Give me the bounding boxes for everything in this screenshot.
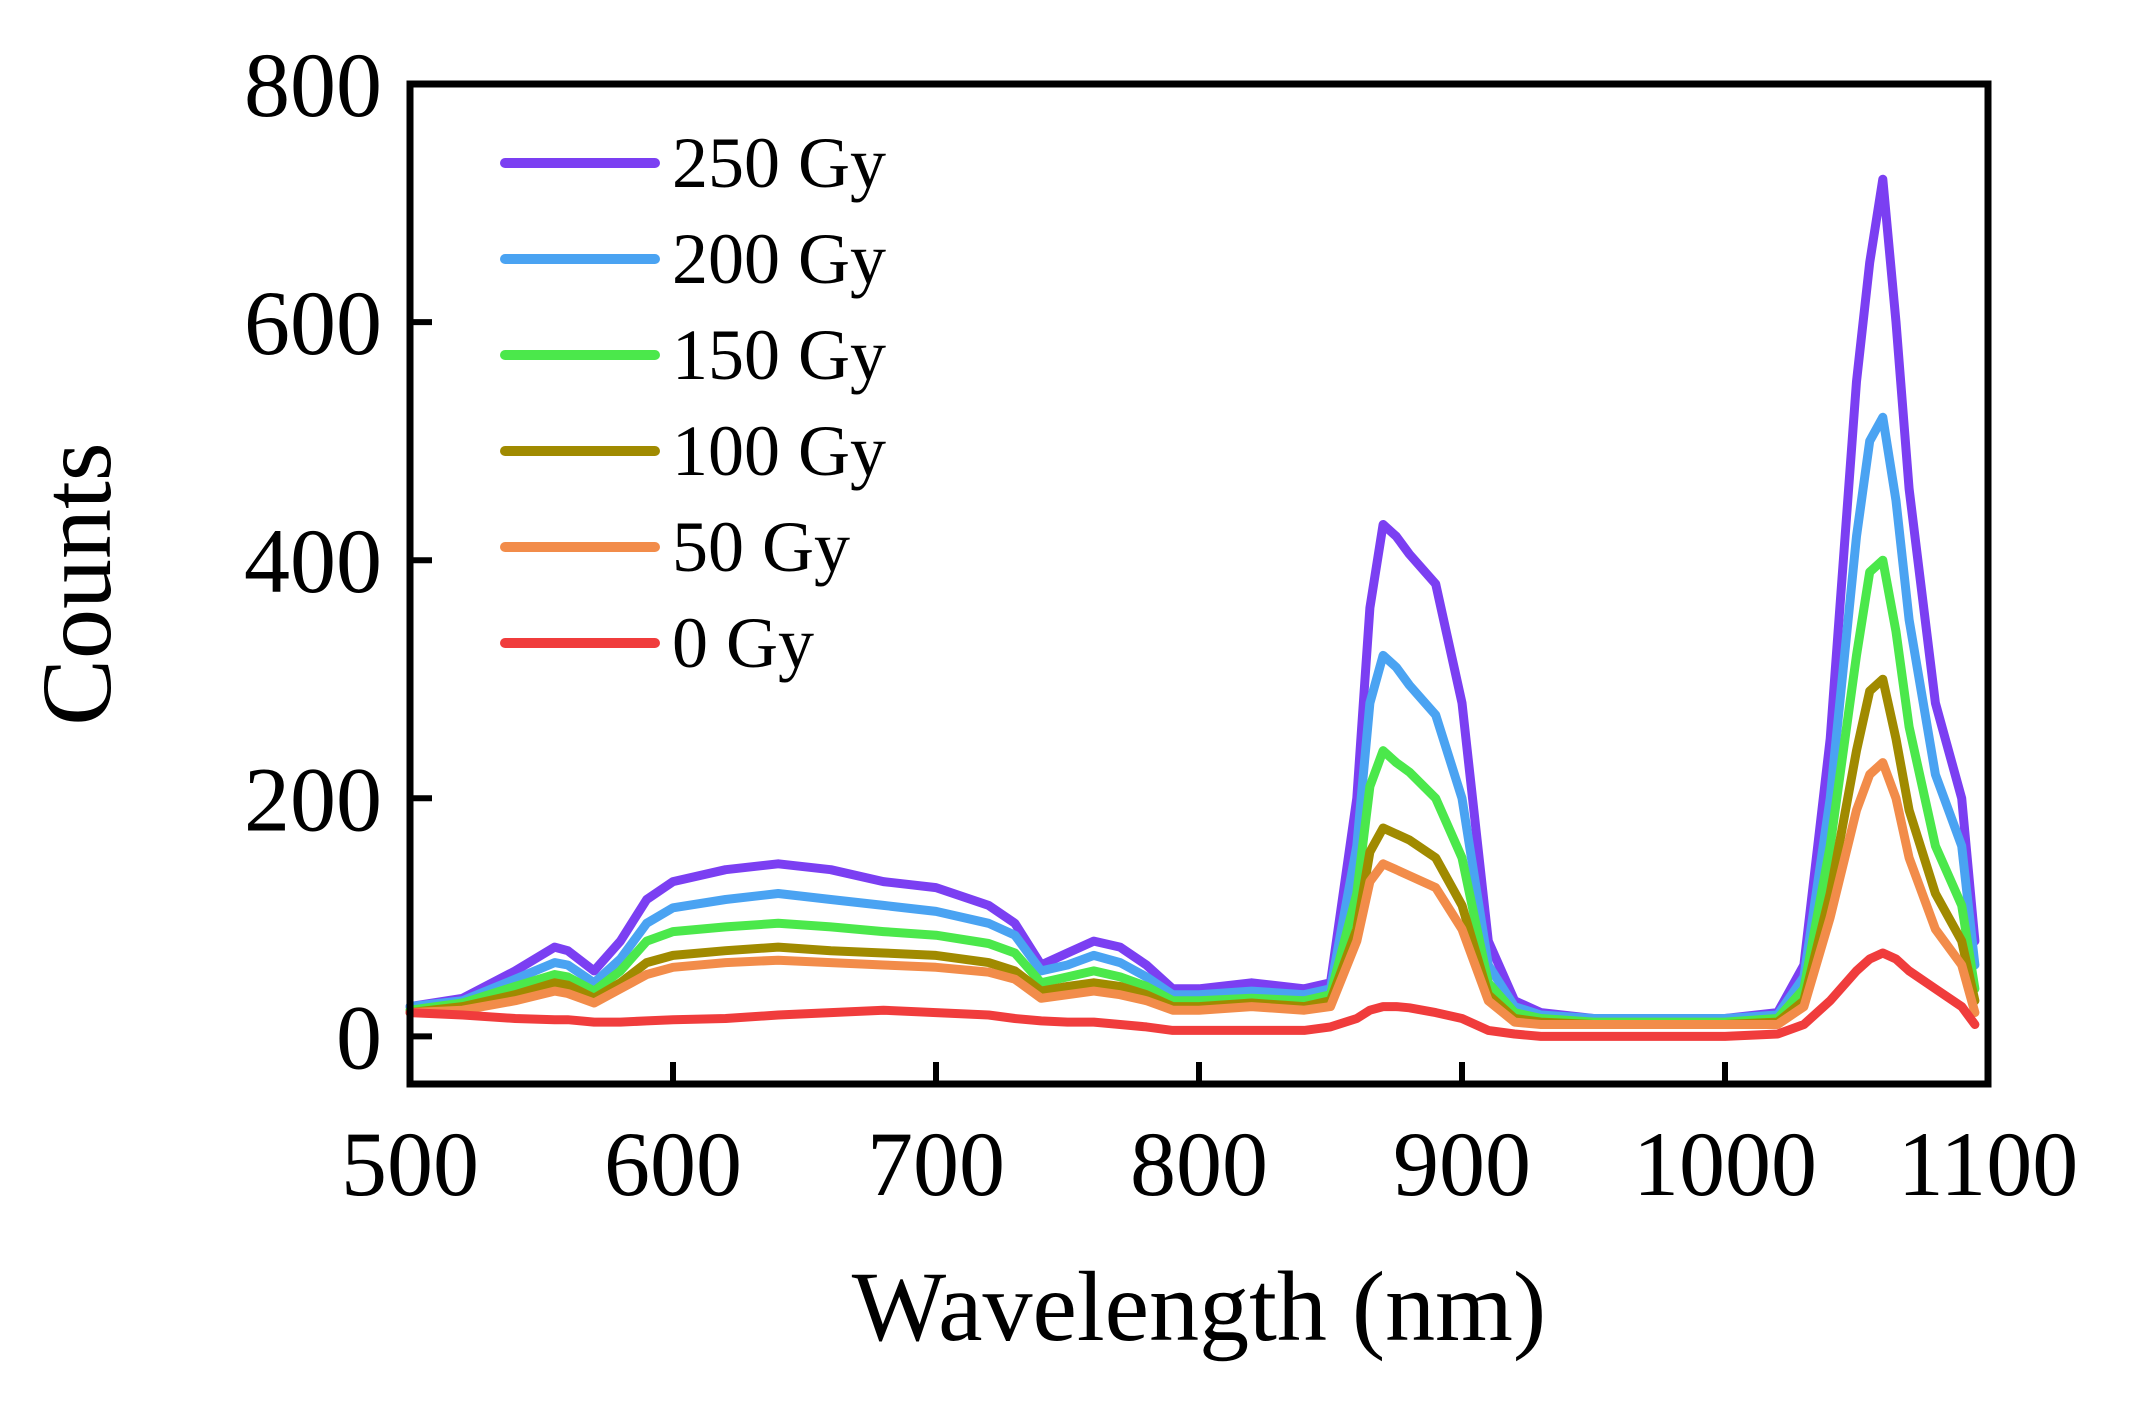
x-tick-label: 700 [867,1113,1005,1215]
series-line-0-gy [405,948,1980,1041]
legend-label: 200 Gy [672,219,886,299]
legend-label: 150 Gy [672,315,886,395]
y-axis-ticks: 0 200 400 600 800 [244,34,432,1088]
legend-label: 250 Gy [672,123,886,203]
series-lines [405,174,1980,1041]
series-line-50-gy [405,758,1980,1029]
y-axis-title: Counts [21,442,132,725]
series-line-100-gy [405,674,1980,1029]
series-line-200-gy [405,412,1980,1023]
x-axis-title: Wavelength (nm) [852,1251,1546,1362]
y-tick-label: 800 [244,34,382,136]
x-tick-label: 1100 [1898,1113,2079,1215]
legend-label: 0 Gy [672,603,814,683]
x-tick-label: 600 [604,1113,742,1215]
y-tick-label: 400 [244,510,382,612]
x-tick-label: 500 [341,1113,479,1215]
y-tick-label: 600 [244,272,382,374]
x-tick-label: 1000 [1633,1113,1817,1215]
legend: 250 Gy 200 Gy 150 Gy 100 Gy 50 Gy 0 Gy [500,123,886,683]
y-tick-label: 200 [244,748,382,850]
x-axis-ticks: 500 600 700 800 900 1000 1100 [341,1062,2078,1215]
legend-label: 100 Gy [672,411,886,491]
series-line-250-gy [405,174,1980,1023]
plot-frame [406,80,1992,1088]
legend-label: 50 Gy [672,507,850,587]
x-tick-label: 900 [1393,1113,1531,1215]
y-tick-label: 0 [336,986,382,1088]
x-tick-label: 800 [1130,1113,1268,1215]
series-line-150-gy [405,555,1980,1027]
